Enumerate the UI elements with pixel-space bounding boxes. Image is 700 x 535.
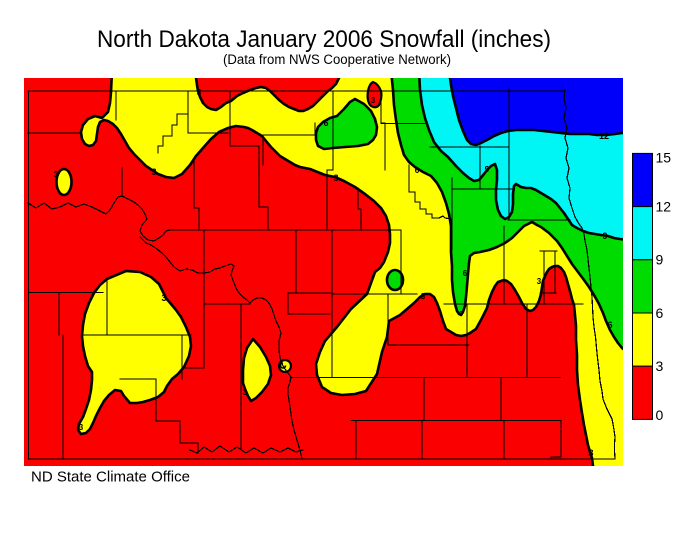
svg-text:15: 15 [656, 150, 672, 166]
svg-text:ND State Climate Office: ND State Climate Office [31, 469, 190, 486]
svg-text:3: 3 [54, 170, 59, 179]
svg-text:6: 6 [415, 166, 420, 175]
svg-text:3: 3 [79, 423, 84, 432]
svg-text:3: 3 [537, 277, 542, 286]
svg-text:9: 9 [656, 252, 664, 268]
svg-text:0: 0 [656, 407, 664, 423]
svg-text:(Data from NWS Cooperative Net: (Data from NWS Cooperative Network) [223, 52, 451, 67]
svg-text:3: 3 [197, 88, 202, 97]
svg-text:6: 6 [463, 269, 468, 278]
svg-text:3: 3 [656, 358, 664, 374]
svg-text:12: 12 [656, 199, 672, 215]
svg-text:3: 3 [588, 448, 593, 458]
svg-text:6: 6 [607, 320, 612, 330]
svg-text:3: 3 [421, 292, 426, 301]
svg-text:3: 3 [161, 293, 166, 303]
svg-text:9: 9 [485, 164, 490, 174]
svg-text:6: 6 [323, 118, 328, 128]
svg-text:3: 3 [371, 96, 376, 105]
svg-text:3: 3 [333, 173, 338, 183]
svg-text:9: 9 [602, 231, 607, 241]
svg-text:12: 12 [599, 131, 609, 141]
svg-text:6: 6 [656, 305, 664, 321]
svg-text:6: 6 [459, 311, 463, 318]
svg-text:North Dakota January 2006 Snow: North Dakota January 2006 Snowfall (inch… [97, 26, 551, 53]
svg-text:3: 3 [151, 167, 156, 177]
svg-text:3: 3 [243, 388, 248, 397]
